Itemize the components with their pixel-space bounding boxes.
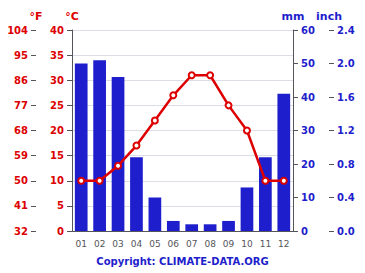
- svg-text:104: 104: [7, 25, 28, 36]
- svg-text:86: 86: [14, 75, 28, 86]
- svg-text:68: 68: [14, 125, 28, 136]
- svg-text:32: 32: [14, 226, 28, 237]
- svg-text:2.0: 2.0: [337, 58, 355, 69]
- svg-text:Copyright: CLIMATE-DATA.ORG: Copyright: CLIMATE-DATA.ORG: [96, 256, 268, 267]
- svg-text:08: 08: [204, 239, 216, 249]
- svg-text:°C: °C: [65, 10, 79, 23]
- svg-text:1.2: 1.2: [337, 125, 355, 136]
- svg-text:0.4: 0.4: [337, 192, 355, 203]
- svg-text:30: 30: [50, 75, 64, 86]
- svg-text:41: 41: [14, 200, 28, 211]
- svg-text:12: 12: [278, 239, 289, 249]
- svg-text:02: 02: [94, 239, 105, 249]
- svg-text:inch: inch: [316, 10, 342, 23]
- svg-text:25: 25: [50, 100, 64, 111]
- svg-text:1.6: 1.6: [337, 92, 355, 103]
- svg-text:15: 15: [50, 150, 64, 161]
- svg-text:20: 20: [50, 125, 64, 136]
- svg-text:40: 40: [50, 25, 64, 36]
- svg-text:07: 07: [186, 239, 197, 249]
- svg-text:77: 77: [14, 100, 28, 111]
- svg-text:03: 03: [112, 239, 123, 249]
- svg-text:20: 20: [301, 159, 315, 170]
- svg-text:10: 10: [241, 239, 253, 249]
- svg-text:0: 0: [57, 226, 64, 237]
- svg-text:2.4: 2.4: [337, 25, 355, 36]
- svg-text:35: 35: [50, 50, 64, 61]
- svg-text:60: 60: [301, 25, 315, 36]
- svg-text:5: 5: [57, 200, 64, 211]
- svg-text:05: 05: [149, 239, 160, 249]
- svg-text:06: 06: [168, 239, 180, 249]
- svg-text:59: 59: [14, 150, 28, 161]
- svg-text:09: 09: [223, 239, 235, 249]
- svg-text:11: 11: [260, 239, 271, 249]
- svg-text:50: 50: [14, 175, 28, 186]
- svg-text:0.0: 0.0: [337, 226, 355, 237]
- svg-text:04: 04: [131, 239, 143, 249]
- svg-text:10: 10: [301, 192, 315, 203]
- svg-text:°F: °F: [29, 10, 42, 23]
- svg-text:50: 50: [301, 58, 315, 69]
- svg-text:0.8: 0.8: [337, 159, 355, 170]
- svg-text:01: 01: [75, 239, 86, 249]
- svg-text:95: 95: [14, 50, 28, 61]
- svg-text:mm: mm: [282, 10, 305, 23]
- svg-text:30: 30: [301, 125, 315, 136]
- svg-text:40: 40: [301, 92, 315, 103]
- svg-text:0: 0: [301, 226, 308, 237]
- svg-text:10: 10: [50, 175, 64, 186]
